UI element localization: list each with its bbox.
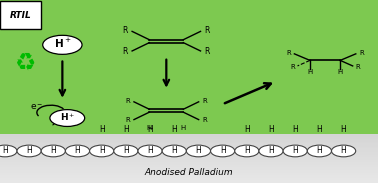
- Circle shape: [259, 145, 283, 157]
- Bar: [0, 139, 378, 140]
- Text: R: R: [122, 47, 128, 56]
- Circle shape: [186, 145, 211, 157]
- Bar: [0, 175, 378, 176]
- Text: R: R: [204, 26, 210, 35]
- Bar: [0, 143, 378, 145]
- Bar: [0, 157, 378, 158]
- Text: H: H: [50, 146, 56, 156]
- Text: H: H: [316, 146, 322, 156]
- Bar: [0, 173, 378, 175]
- Bar: [0, 167, 378, 168]
- Text: H: H: [244, 146, 250, 156]
- Bar: [0, 134, 378, 183]
- Text: H: H: [338, 69, 343, 75]
- Bar: [0, 168, 378, 170]
- Text: H: H: [2, 146, 8, 156]
- Text: H: H: [292, 124, 298, 134]
- Circle shape: [235, 145, 259, 157]
- Text: H: H: [26, 146, 32, 156]
- Bar: [0, 171, 378, 173]
- Text: H: H: [99, 146, 105, 156]
- Bar: [0, 152, 378, 153]
- Text: R: R: [290, 64, 295, 70]
- Text: H: H: [181, 125, 186, 131]
- Circle shape: [50, 110, 85, 126]
- Text: Anodised Palladium: Anodised Palladium: [145, 168, 233, 178]
- Text: H: H: [341, 124, 347, 134]
- Text: H: H: [268, 124, 274, 134]
- Text: H: H: [123, 146, 129, 156]
- Text: R: R: [202, 98, 207, 104]
- Circle shape: [17, 145, 41, 157]
- Circle shape: [90, 145, 114, 157]
- Circle shape: [114, 145, 138, 157]
- Circle shape: [211, 145, 235, 157]
- Bar: [0, 153, 378, 155]
- Text: e$^-$: e$^-$: [30, 102, 44, 112]
- Text: R: R: [286, 50, 291, 56]
- Bar: [0, 0, 378, 134]
- Bar: [0, 140, 378, 142]
- Bar: [0, 160, 378, 162]
- Bar: [0, 145, 378, 147]
- Text: RTIL: RTIL: [9, 11, 31, 20]
- Text: R: R: [125, 98, 130, 104]
- Text: R: R: [359, 50, 364, 56]
- Bar: [0, 178, 378, 180]
- Text: H: H: [74, 146, 81, 156]
- Text: H$^+$: H$^+$: [60, 111, 75, 123]
- Text: R: R: [122, 26, 128, 35]
- Bar: [0, 135, 378, 137]
- Bar: [0, 142, 378, 143]
- Bar: [0, 162, 378, 163]
- Text: R: R: [355, 64, 360, 70]
- Circle shape: [283, 145, 307, 157]
- Text: H: H: [292, 146, 298, 156]
- Circle shape: [332, 145, 356, 157]
- Text: H$^+$: H$^+$: [54, 37, 71, 51]
- Circle shape: [0, 145, 17, 157]
- Circle shape: [43, 35, 82, 54]
- Text: H: H: [171, 124, 177, 134]
- Bar: [0, 165, 378, 167]
- Text: H: H: [307, 69, 313, 75]
- Circle shape: [65, 145, 90, 157]
- Bar: [0, 176, 378, 178]
- Bar: [0, 148, 378, 150]
- Bar: [0, 180, 378, 181]
- Bar: [0, 137, 378, 139]
- Text: H: H: [99, 124, 105, 134]
- Text: H: H: [147, 146, 153, 156]
- Text: H: H: [171, 146, 177, 156]
- Text: H: H: [147, 125, 152, 131]
- Bar: [0, 155, 378, 157]
- Text: H: H: [195, 146, 201, 156]
- Bar: [0, 150, 378, 152]
- Text: R: R: [202, 117, 207, 123]
- Circle shape: [307, 145, 332, 157]
- Bar: [0, 158, 378, 160]
- Text: H: H: [341, 146, 347, 156]
- Text: ♻: ♻: [15, 50, 36, 74]
- FancyBboxPatch shape: [0, 1, 41, 29]
- Circle shape: [162, 145, 186, 157]
- Circle shape: [138, 145, 162, 157]
- Text: R: R: [204, 47, 210, 56]
- Text: H: H: [147, 124, 153, 134]
- Text: H: H: [316, 124, 322, 134]
- Text: R: R: [125, 117, 130, 123]
- Text: H: H: [123, 124, 129, 134]
- Text: H: H: [244, 124, 250, 134]
- Text: H: H: [220, 146, 226, 156]
- Text: H: H: [268, 146, 274, 156]
- Bar: [0, 170, 378, 171]
- Bar: [0, 181, 378, 183]
- Bar: [0, 147, 378, 148]
- Bar: [0, 134, 378, 135]
- Circle shape: [41, 145, 65, 157]
- Bar: [0, 163, 378, 165]
